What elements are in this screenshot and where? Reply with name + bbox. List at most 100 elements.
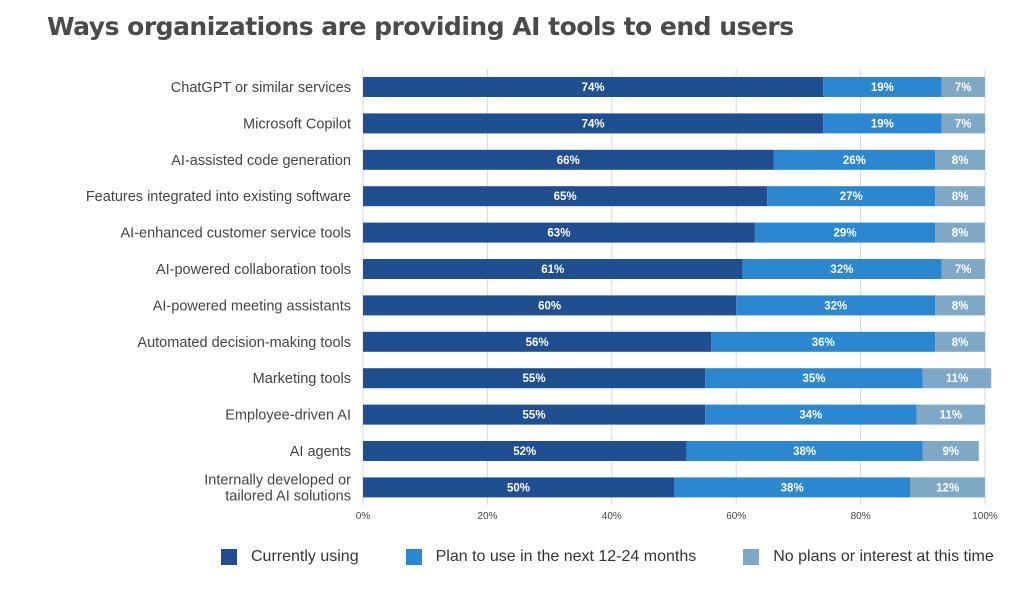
category-label: AI-enhanced customer service tools xyxy=(121,226,352,242)
data-label-plan-to-use: 38% xyxy=(781,482,804,494)
bar-segment-currently-using xyxy=(363,113,824,134)
bar-segment-currently-using xyxy=(363,295,737,316)
bar-segment-currently-using xyxy=(363,149,774,170)
data-label-plan-to-use: 34% xyxy=(799,410,822,422)
data-label-plan-to-use: 19% xyxy=(871,118,894,130)
data-label-currently-using: 63% xyxy=(547,228,570,240)
data-label-plan-to-use: 32% xyxy=(830,264,853,276)
data-label-plan-to-use: 35% xyxy=(802,373,825,385)
bar-segment-no-plans xyxy=(935,331,985,352)
legend-swatch-plan-to-use xyxy=(405,549,422,565)
data-label-currently-using: 61% xyxy=(541,264,564,276)
bar-segment-plan-to-use xyxy=(823,113,942,134)
bar-segment-no-plans xyxy=(922,441,979,461)
data-label-currently-using: 66% xyxy=(557,155,580,167)
data-label-no-plans: 8% xyxy=(952,337,969,349)
bar-segment-plan-to-use xyxy=(686,441,923,461)
bar-segment-plan-to-use xyxy=(823,77,942,97)
data-label-plan-to-use: 27% xyxy=(840,191,863,203)
bar-segment-no-plans xyxy=(935,222,985,243)
data-label-plan-to-use: 19% xyxy=(871,82,894,94)
bar-segment-currently-using xyxy=(363,441,687,461)
data-label-plan-to-use: 29% xyxy=(834,228,857,240)
data-label-no-plans: 12% xyxy=(936,482,959,494)
category-label: Employee-driven AI xyxy=(225,408,351,424)
data-label-no-plans: 9% xyxy=(942,446,959,458)
bar-segment-plan-to-use xyxy=(754,222,936,243)
bar-segment-no-plans xyxy=(941,113,985,134)
bar-segment-currently-using xyxy=(363,186,768,207)
bar-segment-currently-using xyxy=(363,259,743,279)
category-label: Marketing tools xyxy=(253,371,351,387)
bar-segment-plan-to-use xyxy=(767,186,936,207)
category-label: AI-assisted code generation xyxy=(171,153,351,169)
bar-segment-plan-to-use xyxy=(742,259,942,279)
legend-label-plan-to-use: Plan to use in the next 12-24 months xyxy=(435,548,697,565)
bar-segment-plan-to-use xyxy=(705,404,917,425)
data-label-currently-using: 52% xyxy=(513,446,536,458)
bar-segment-currently-using xyxy=(363,477,674,498)
category-label: AI agents xyxy=(290,444,351,460)
bar-segment-no-plans xyxy=(935,295,985,316)
x-tick-label: 100% xyxy=(972,511,998,522)
bar-segment-plan-to-use xyxy=(705,368,923,389)
bar-segment-no-plans xyxy=(922,368,992,389)
data-label-currently-using: 55% xyxy=(523,373,546,385)
data-label-currently-using: 74% xyxy=(582,118,605,130)
chart-title: Ways organizations are providing AI tool… xyxy=(47,12,794,41)
data-label-no-plans: 8% xyxy=(952,155,969,167)
bar-segment-currently-using xyxy=(363,331,712,352)
data-label-plan-to-use: 32% xyxy=(824,300,847,312)
bar-segment-currently-using xyxy=(363,222,755,243)
data-label-currently-using: 65% xyxy=(554,191,577,203)
data-label-no-plans: 7% xyxy=(955,82,972,94)
x-tick-label: 80% xyxy=(851,511,871,522)
bar-segment-plan-to-use xyxy=(674,477,911,498)
category-label: ChatGPT or similar services xyxy=(171,80,351,96)
data-label-currently-using: 60% xyxy=(538,300,561,312)
category-label: Features integrated into existing softwa… xyxy=(86,189,351,205)
data-label-no-plans: 8% xyxy=(952,228,969,240)
bar-segment-currently-using xyxy=(363,404,706,425)
bar-segment-no-plans xyxy=(941,259,985,279)
category-label: AI-powered meeting assistants xyxy=(153,298,351,314)
data-label-currently-using: 55% xyxy=(523,410,546,422)
category-label: Internally developed or tailored AI solut… xyxy=(204,472,351,504)
data-label-plan-to-use: 26% xyxy=(843,155,866,167)
bar-segment-no-plans xyxy=(935,149,985,170)
stacked-bar-chart: 0% 20% 40% 60% 80% 100% ChatGPT or similar ser… xyxy=(86,69,998,522)
x-tick-label: 40% xyxy=(602,511,622,522)
legend-item-currently-using: Currently using xyxy=(221,548,359,566)
data-label-no-plans: 11% xyxy=(940,410,962,422)
x-tick-label: 0% xyxy=(356,511,371,522)
category-label: Automated decision-making tools xyxy=(137,335,351,351)
legend-item-plan-to-use: Plan to use in the next 12-24 months xyxy=(405,548,697,566)
legend-label-currently-using: Currently using xyxy=(251,548,359,565)
bar-segment-plan-to-use xyxy=(711,331,936,352)
data-label-no-plans: 8% xyxy=(952,191,969,203)
legend-item-no-plans: No plans or interest at this time xyxy=(743,548,994,566)
bar-segment-plan-to-use xyxy=(773,149,936,170)
bar-segment-no-plans xyxy=(941,77,985,97)
data-label-no-plans: 8% xyxy=(952,300,969,312)
data-label-currently-using: 56% xyxy=(526,337,549,349)
data-label-plan-to-use: 36% xyxy=(812,337,835,349)
bar-segment-plan-to-use xyxy=(736,295,936,316)
bar-segment-no-plans xyxy=(910,477,985,498)
x-tick-label: 20% xyxy=(477,511,497,522)
legend-label-no-plans: No plans or interest at this time xyxy=(773,548,994,565)
data-label-currently-using: 50% xyxy=(507,482,530,494)
chart-legend: Currently using Plan to use in the next … xyxy=(221,545,994,569)
legend-swatch-no-plans xyxy=(743,549,760,565)
bar-segment-currently-using xyxy=(363,77,824,97)
data-label-no-plans: 11% xyxy=(946,373,968,385)
data-label-currently-using: 74% xyxy=(582,82,605,94)
bar-segment-no-plans xyxy=(935,186,985,207)
bar-segment-currently-using xyxy=(363,368,706,389)
category-label: Microsoft Copilot xyxy=(243,116,351,132)
category-label: AI-powered collaboration tools xyxy=(156,262,351,278)
data-label-plan-to-use: 38% xyxy=(793,446,816,458)
data-label-no-plans: 7% xyxy=(955,118,972,130)
bar-segment-no-plans xyxy=(916,404,985,425)
legend-swatch-currently-using xyxy=(221,549,237,565)
